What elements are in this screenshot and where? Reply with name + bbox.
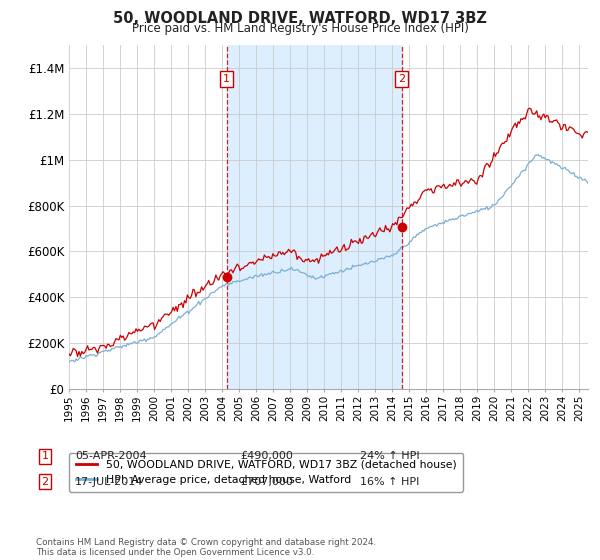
Legend: 50, WOODLAND DRIVE, WATFORD, WD17 3BZ (detached house), HPI: Average price, deta: 50, WOODLAND DRIVE, WATFORD, WD17 3BZ (d… [69, 453, 463, 492]
Text: 16% ↑ HPI: 16% ↑ HPI [360, 477, 419, 487]
Text: Price paid vs. HM Land Registry's House Price Index (HPI): Price paid vs. HM Land Registry's House … [131, 22, 469, 35]
Text: 17-JUL-2014: 17-JUL-2014 [75, 477, 143, 487]
Text: £490,000: £490,000 [240, 451, 293, 461]
Text: 05-APR-2004: 05-APR-2004 [75, 451, 146, 461]
Text: 2: 2 [398, 74, 405, 84]
Text: 50, WOODLAND DRIVE, WATFORD, WD17 3BZ: 50, WOODLAND DRIVE, WATFORD, WD17 3BZ [113, 11, 487, 26]
Text: 1: 1 [223, 74, 230, 84]
Text: £707,000: £707,000 [240, 477, 293, 487]
Text: 24% ↑ HPI: 24% ↑ HPI [360, 451, 419, 461]
Text: 1: 1 [41, 451, 49, 461]
Text: 2: 2 [41, 477, 49, 487]
Bar [227, 45, 401, 389]
Text: Contains HM Land Registry data © Crown copyright and database right 2024.
This d: Contains HM Land Registry data © Crown c… [36, 538, 376, 557]
